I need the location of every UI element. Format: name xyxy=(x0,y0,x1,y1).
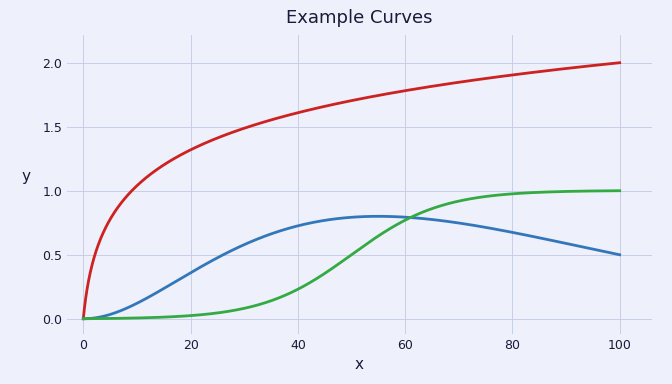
Y-axis label: y: y xyxy=(22,169,30,184)
X-axis label: x: x xyxy=(355,358,364,372)
Title: Example Curves: Example Curves xyxy=(286,10,433,27)
